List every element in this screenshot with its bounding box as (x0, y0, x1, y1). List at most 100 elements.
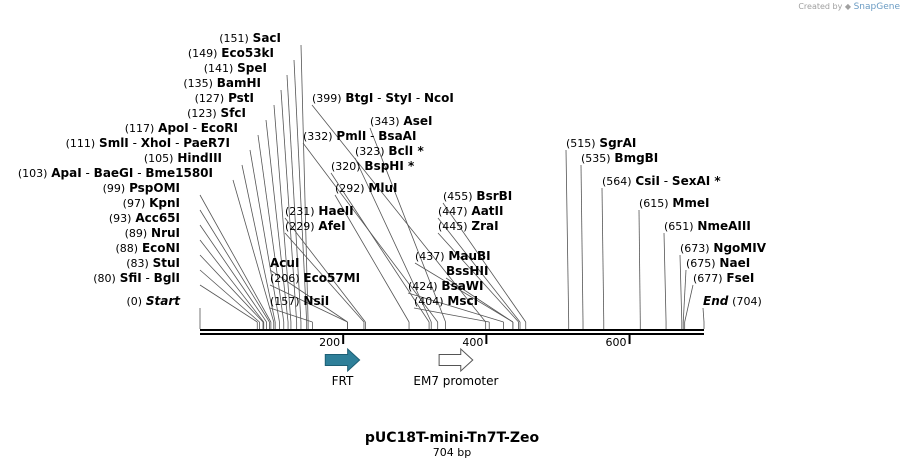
restriction-site[interactable]: (615) MmeI (639, 196, 709, 210)
site-label: (292) MluI (335, 181, 397, 195)
enzyme-name: NcoI (424, 91, 454, 105)
site-leader (199, 239, 265, 323)
restriction-site[interactable]: (677) FseI (693, 271, 754, 285)
restriction-site[interactable]: (105) HindIII (144, 151, 222, 165)
site-position: (677) (693, 272, 723, 285)
site-label: (675) NaeI (686, 256, 750, 270)
enzyme-name: NaeI (719, 256, 750, 270)
site-leader (241, 164, 276, 323)
restriction-site[interactable]: (675) NaeI (686, 256, 750, 270)
restriction-site[interactable]: (437) MauBI (415, 249, 491, 263)
restriction-site[interactable]: (93) Acc65I (109, 211, 180, 225)
restriction-site[interactable]: (404) MscI (414, 294, 478, 308)
restriction-site[interactable]: AcuI (270, 256, 299, 270)
site-label: (117) ApoI - EcoRI (125, 121, 238, 135)
site-leader (232, 179, 275, 323)
restriction-site[interactable]: (229) AfeI (285, 219, 346, 233)
restriction-site[interactable]: (332) PmlI - BsaAI (303, 129, 416, 143)
site-label: (93) Acc65I (109, 211, 180, 225)
restriction-site[interactable]: (80) SfiI - BglI (93, 271, 180, 285)
site-label: (151) SacI (219, 31, 281, 45)
site-label: (404) MscI (414, 294, 478, 308)
restriction-site[interactable]: (564) CsiI - SexAI * (602, 174, 721, 188)
restriction-site[interactable]: (123) SfcI (187, 106, 246, 120)
restriction-site[interactable]: (455) BsrBI (443, 189, 512, 203)
site-leader (280, 89, 298, 323)
site-position: (135) (183, 77, 213, 90)
restriction-site[interactable]: (292) MluI (335, 181, 397, 195)
restriction-site[interactable]: (447) AatII (438, 204, 503, 218)
restriction-site[interactable]: (0) Start (126, 294, 181, 308)
site-position: (445) (438, 220, 468, 233)
site-separator: - (412, 91, 424, 105)
restriction-site[interactable]: (157) NsiI (270, 294, 329, 308)
site-label: (149) Eco53kI (188, 46, 274, 60)
site-position: (437) (415, 250, 445, 263)
site-position: (105) (144, 152, 174, 165)
site-label: (651) NmeAIII (664, 219, 751, 233)
restriction-site[interactable]: (89) NruI (125, 226, 180, 240)
site-label: (97) KpnI (123, 196, 180, 210)
restriction-site[interactable]: (97) KpnI (123, 196, 180, 210)
site-leader (445, 277, 514, 323)
site-label: (229) AfeI (285, 219, 346, 233)
restriction-site[interactable]: (149) Eco53kI (188, 46, 274, 60)
site-label: (343) AseI (370, 114, 432, 128)
restriction-site[interactable]: (535) BmgBI (581, 151, 658, 165)
enzyme-name: SfcI (221, 106, 246, 120)
site-leader (407, 292, 504, 323)
restriction-site[interactable]: (117) ApoI - EcoRI (125, 121, 238, 135)
enzyme-name: CsiI (635, 174, 660, 188)
site-position: (651) (664, 220, 694, 233)
restriction-site[interactable]: (111) SmlI - XhoI - PaeR7I (66, 136, 230, 150)
restriction-site[interactable]: (127) PstI (195, 91, 254, 105)
enzyme-name: AseI (403, 114, 432, 128)
restriction-site[interactable]: (88) EcoNI (116, 241, 180, 255)
enzyme-name: MscI (447, 294, 478, 308)
enzyme-name: SacI (253, 31, 281, 45)
site-leader (302, 142, 439, 323)
site-position: (141) (204, 62, 234, 75)
feature-arrow[interactable] (324, 347, 361, 373)
site-separator: - (366, 129, 378, 143)
restriction-site[interactable]: (99) PspOMI (103, 181, 180, 195)
restriction-site[interactable]: (515) SgrAI (566, 136, 636, 150)
enzyme-name: BaeGI (94, 166, 134, 180)
restriction-site[interactable]: (151) SacI (219, 31, 281, 45)
site-position: (0) (126, 295, 142, 308)
site-leader (249, 149, 280, 323)
restriction-site[interactable]: (206) Eco57MI (270, 271, 360, 285)
site-label: End (704) (703, 294, 762, 308)
site-leader (199, 209, 270, 323)
site-label: (88) EcoNI (116, 241, 180, 255)
restriction-site[interactable]: (135) BamHI (183, 76, 261, 90)
site-leader (199, 254, 264, 323)
site-label: AcuI (270, 256, 299, 270)
restriction-site[interactable]: BssHII (446, 264, 488, 278)
enzyme-name: ApaI (51, 166, 81, 180)
enzyme-name: BsrBI (476, 189, 512, 203)
site-leader (638, 209, 641, 323)
restriction-site[interactable]: (231) HaeII (285, 204, 354, 218)
restriction-site[interactable]: (343) AseI (370, 114, 432, 128)
site-position: (320) (331, 160, 361, 173)
restriction-site[interactable]: (651) NmeAIII (664, 219, 751, 233)
site-separator: - (129, 136, 141, 150)
restriction-site[interactable]: (320) BspHI * (331, 159, 415, 173)
restriction-site[interactable]: (323) BclI * (355, 144, 424, 158)
feature-arrow[interactable] (438, 347, 474, 373)
restriction-site[interactable]: (83) StuI (126, 256, 180, 270)
restriction-site[interactable]: (103) ApaI - BaeGI - Bme1580I (18, 166, 213, 180)
restriction-site[interactable]: (399) BtgI - StyI - NcoI (312, 91, 454, 105)
enzyme-name: NruI (151, 226, 180, 240)
site-position: (343) (370, 115, 400, 128)
site-label: (535) BmgBI (581, 151, 658, 165)
site-position: (151) (219, 32, 249, 45)
restriction-site[interactable]: (673) NgoMIV (680, 241, 767, 255)
restriction-site[interactable]: (424) BsaWI (408, 279, 484, 293)
restriction-site[interactable]: (445) ZraI (438, 219, 499, 233)
site-leader (257, 134, 285, 323)
restriction-site[interactable]: (141) SpeI (204, 61, 267, 75)
site-position: (455) (443, 190, 473, 203)
restriction-site[interactable]: End (704) (703, 294, 762, 308)
